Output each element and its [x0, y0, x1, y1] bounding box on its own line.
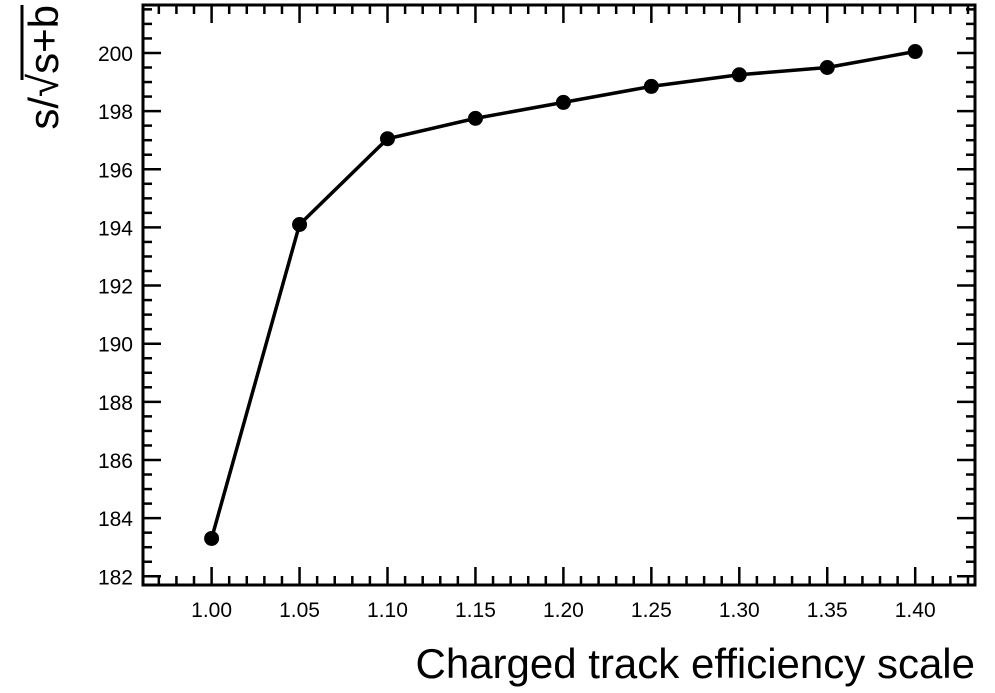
plot-frame — [141, 3, 977, 587]
y-tick-label: 198 — [98, 101, 133, 124]
x-tick-label: 1.00 — [191, 599, 232, 622]
x-tick-label: 1.40 — [895, 599, 936, 622]
x-tick-label: 1.05 — [279, 599, 320, 622]
y-tick-label: 188 — [98, 392, 133, 415]
data-point — [555, 94, 571, 110]
data-point — [819, 60, 835, 76]
y-tick-label: 192 — [98, 276, 133, 299]
axis-ticks — [143, 5, 975, 585]
y-tick-label: 182 — [98, 566, 133, 589]
y-axis-title: s/√s+b — [20, 5, 67, 130]
x-axis-title: Charged track efficiency scale — [416, 640, 976, 687]
x-tick-label: 1.35 — [807, 599, 848, 622]
y-tick-label: 186 — [98, 450, 133, 473]
data-point — [467, 110, 483, 126]
x-tick-label: 1.15 — [455, 599, 496, 622]
y-tick-label: 196 — [98, 159, 133, 182]
series-line — [209, 49, 916, 539]
x-tick-label: 1.20 — [543, 599, 584, 622]
data-point — [379, 131, 395, 147]
x-tick-labels: 1.00 1.05 1.10 1.15 1.20 1.25 1.30 1.35 1.40 — [191, 599, 935, 622]
y-tick-label: 190 — [98, 334, 133, 357]
data-point — [731, 67, 747, 83]
data-point — [643, 78, 659, 94]
data-point — [907, 44, 923, 60]
data-points — [204, 44, 923, 546]
x-tick-label: 1.25 — [631, 599, 672, 622]
y-tick-label: 194 — [98, 217, 133, 240]
y-tick-labels: 182 184 186 188 190 192 194 196 198 200 — [98, 43, 133, 589]
y-tick-label: 200 — [98, 43, 133, 66]
x-tick-label: 1.30 — [719, 599, 760, 622]
data-point — [292, 216, 308, 232]
x-tick-label: 1.10 — [367, 599, 408, 622]
y-tick-label: 184 — [98, 508, 133, 531]
data-point — [204, 530, 220, 546]
